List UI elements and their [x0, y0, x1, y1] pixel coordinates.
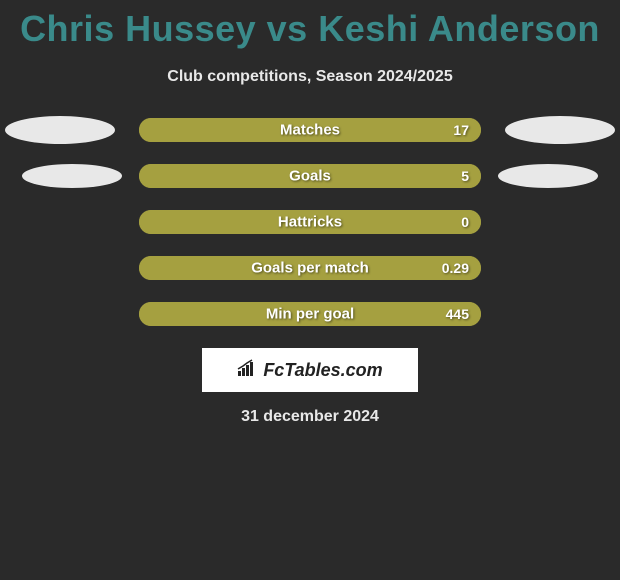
bar-wrapper: Goals per match 0.29	[139, 256, 481, 280]
logo-box: FcTables.com	[202, 348, 418, 392]
stat-value: 445	[446, 306, 469, 322]
stat-label: Goals per match	[251, 260, 369, 277]
stat-row-min-per-goal: Min per goal 445	[0, 302, 620, 326]
player2-goals-indicator	[498, 164, 598, 188]
page-title: Chris Hussey vs Keshi Anderson	[0, 8, 620, 50]
stats-container: Matches 17 Goals 5 Hattricks 0	[0, 118, 620, 326]
player1-goals-indicator	[22, 164, 122, 188]
stat-label: Hattricks	[278, 214, 342, 231]
stat-label: Matches	[280, 122, 340, 139]
player1-matches-indicator	[5, 116, 115, 144]
stat-row-hattricks: Hattricks 0	[0, 210, 620, 234]
bar-wrapper: Goals 5	[139, 164, 481, 188]
stat-value: 5	[461, 168, 469, 184]
date-text: 31 december 2024	[0, 408, 620, 426]
logo-text: FcTables.com	[263, 360, 382, 381]
stat-label: Goals	[289, 168, 331, 185]
subtitle: Club competitions, Season 2024/2025	[0, 68, 620, 86]
stat-value: 0	[461, 214, 469, 230]
bar-wrapper: Min per goal 445	[139, 302, 481, 326]
stat-label: Min per goal	[266, 306, 354, 323]
stat-row-matches: Matches 17	[0, 118, 620, 142]
chart-icon	[237, 359, 259, 382]
bar-wrapper: Matches 17	[139, 118, 481, 142]
bar-wrapper: Hattricks 0	[139, 210, 481, 234]
player2-matches-indicator	[505, 116, 615, 144]
main-container: Chris Hussey vs Keshi Anderson Club comp…	[0, 0, 620, 426]
stat-row-goals: Goals 5	[0, 164, 620, 188]
logo-content: FcTables.com	[237, 359, 382, 382]
stat-value: 17	[453, 122, 469, 138]
stat-value: 0.29	[442, 260, 469, 276]
stat-row-goals-per-match: Goals per match 0.29	[0, 256, 620, 280]
